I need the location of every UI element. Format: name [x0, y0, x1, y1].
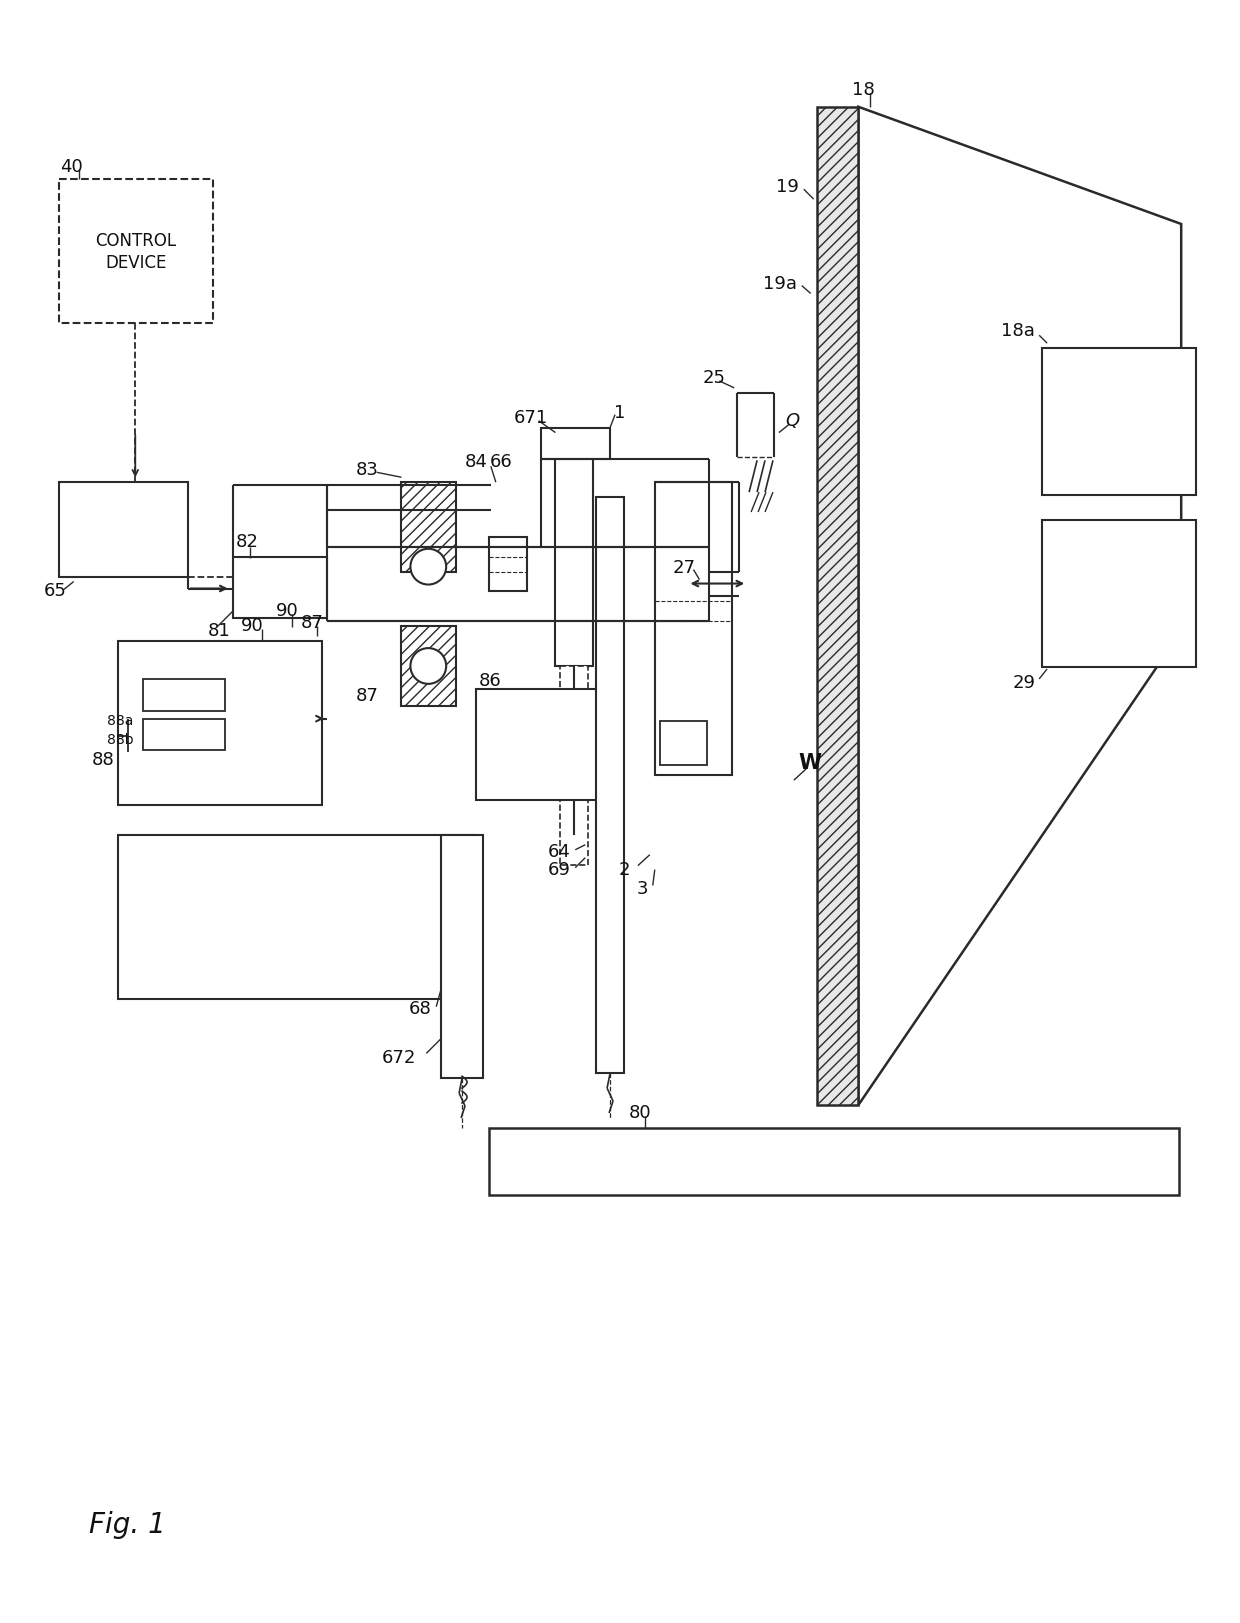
Text: 671: 671	[513, 409, 548, 427]
Bar	[233, 557, 327, 618]
Bar	[596, 497, 624, 1073]
Text: DEVICE: DEVICE	[105, 255, 166, 273]
Text: 81: 81	[208, 622, 231, 639]
Text: 18a: 18a	[1002, 323, 1035, 341]
Bar	[118, 641, 322, 805]
Bar	[1042, 349, 1197, 495]
Bar	[660, 721, 707, 766]
Text: 83: 83	[356, 461, 378, 479]
Text: 19a: 19a	[763, 274, 797, 292]
Bar	[560, 665, 588, 865]
Bar	[541, 427, 610, 459]
Text: 40: 40	[61, 159, 83, 177]
Text: 66: 66	[490, 453, 512, 471]
Bar	[655, 482, 733, 776]
Text: 68: 68	[408, 1000, 432, 1018]
Text: 84: 84	[465, 453, 487, 471]
Text: 3: 3	[636, 880, 647, 899]
Bar	[817, 107, 858, 1105]
Text: 25: 25	[703, 368, 725, 386]
Text: Fig. 1: Fig. 1	[88, 1511, 165, 1539]
Text: 672: 672	[382, 1050, 417, 1068]
Text: 69: 69	[548, 860, 570, 878]
Text: 90: 90	[241, 617, 264, 635]
Bar	[144, 678, 224, 711]
Bar	[1042, 519, 1197, 667]
Bar	[402, 626, 456, 706]
Bar	[441, 834, 482, 1078]
Text: 29: 29	[1012, 674, 1035, 691]
Bar	[556, 433, 593, 665]
Text: Q: Q	[785, 412, 799, 430]
Text: 27: 27	[673, 558, 696, 576]
Text: 88b: 88b	[107, 734, 133, 748]
Text: 82: 82	[236, 532, 259, 550]
Text: 87: 87	[300, 613, 324, 633]
Text: 87: 87	[356, 687, 378, 704]
Text: W: W	[799, 753, 822, 773]
Text: 88: 88	[92, 751, 115, 769]
Text: CONTROL: CONTROL	[95, 232, 176, 250]
Text: 2: 2	[619, 860, 630, 878]
Bar	[144, 719, 224, 750]
Text: 18: 18	[852, 81, 874, 99]
Bar	[58, 179, 213, 323]
Bar	[58, 482, 188, 576]
Bar	[118, 834, 476, 998]
Bar	[402, 482, 456, 571]
Bar	[476, 688, 615, 800]
Polygon shape	[858, 107, 1182, 1105]
Text: 19: 19	[776, 179, 799, 196]
Text: 86: 86	[479, 672, 502, 690]
Bar	[489, 1128, 1179, 1196]
Bar	[489, 537, 527, 591]
Text: 64: 64	[548, 842, 570, 860]
Text: 88a: 88a	[107, 714, 133, 727]
Text: 65: 65	[43, 583, 67, 601]
Text: 80: 80	[629, 1104, 651, 1121]
Circle shape	[410, 648, 446, 683]
Circle shape	[410, 549, 446, 584]
Text: 90: 90	[275, 602, 299, 620]
Text: 1: 1	[614, 404, 626, 422]
